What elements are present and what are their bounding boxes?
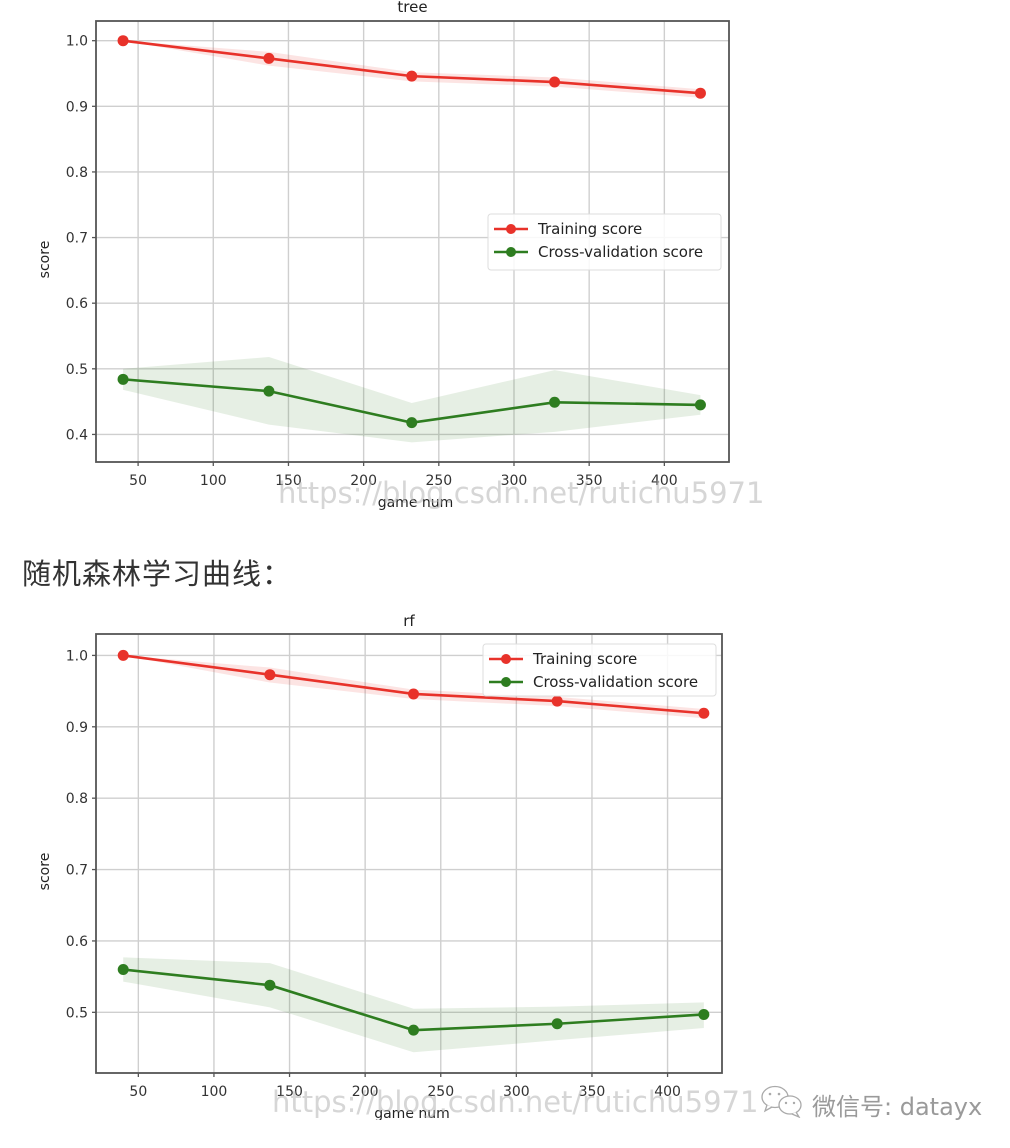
legend-label: Cross-validation score <box>533 673 698 691</box>
tick-labels: 50 100 150 200 250 300 350 400 0.4 0.5 0.6 0.7 0.8 0.… <box>66 34 678 489</box>
svg-text:0.8: 0.8 <box>66 165 88 181</box>
csdn-watermark: https://blog.csdn.net/rutichu5971 <box>272 1085 758 1119</box>
data-point <box>694 399 706 411</box>
data-point <box>698 1008 710 1020</box>
legend: Training score Cross-validation score <box>487 213 722 271</box>
data-point <box>551 1018 563 1030</box>
cv-score-series <box>117 357 706 443</box>
wechat-watermark: 微信号: datayx <box>760 1084 982 1124</box>
legend-label: Cross-validation score <box>538 243 703 261</box>
svg-text:0.7: 0.7 <box>66 863 88 879</box>
data-point <box>408 1024 420 1036</box>
svg-text:0.5: 0.5 <box>66 1005 88 1021</box>
svg-text:200: 200 <box>350 473 377 489</box>
svg-text:300: 300 <box>501 473 528 489</box>
data-point <box>698 707 710 719</box>
data-point <box>117 963 129 975</box>
svg-text:0.6: 0.6 <box>66 296 88 312</box>
x-axis-label: game num <box>374 1106 450 1120</box>
svg-text:200: 200 <box>352 1084 379 1100</box>
data-point <box>408 688 420 700</box>
data-point <box>694 87 706 99</box>
chart-svg: 50 100 150 200 250 300 350 400 0.4 0.5 0.6 0.7 0.8 0.… <box>37 0 764 511</box>
data-point <box>549 76 561 88</box>
y-axis-label: score <box>37 241 53 279</box>
svg-text:300: 300 <box>503 1084 530 1100</box>
data-point <box>264 979 276 991</box>
chart-svg: 50 100 150 200 250 300 350 400 0.5 0.6 0.7 0.8 0.9 1.… <box>37 612 758 1120</box>
svg-text:0.6: 0.6 <box>66 934 88 950</box>
svg-text:50: 50 <box>129 473 147 489</box>
data-point <box>406 70 418 82</box>
svg-text:400: 400 <box>651 473 678 489</box>
svg-text:150: 150 <box>275 473 302 489</box>
legend: Training score Cross-validation score <box>482 643 717 697</box>
svg-text:1.0: 1.0 <box>66 34 88 50</box>
svg-text:0.7: 0.7 <box>66 231 88 247</box>
chart-title: tree <box>397 0 427 16</box>
svg-text:400: 400 <box>654 1084 681 1100</box>
rf-learning-curve-chart: 50 100 150 200 250 300 350 400 0.5 0.6 0.7 0.8 0.9 1.… <box>0 600 1010 1120</box>
cv-score-series <box>117 957 710 1053</box>
svg-text:350: 350 <box>579 1084 606 1100</box>
data-point <box>406 417 418 429</box>
tick-labels: 50 100 150 200 250 300 350 400 0.5 0.6 0.7 0.8 0.9 1.… <box>66 648 681 1100</box>
svg-text:250: 250 <box>427 1084 454 1100</box>
data-point <box>263 385 275 397</box>
legend-label: Training score <box>537 220 642 238</box>
plot-frame <box>95 20 730 463</box>
data-point <box>264 669 276 681</box>
data-point <box>263 52 275 64</box>
data-point <box>117 373 129 385</box>
svg-text:0.9: 0.9 <box>66 99 88 115</box>
svg-text:0.9: 0.9 <box>66 720 88 736</box>
data-point <box>117 35 129 47</box>
y-axis-label: score <box>37 853 53 891</box>
svg-text:1.0: 1.0 <box>66 648 88 664</box>
plot-frame <box>95 633 723 1074</box>
chart-title: rf <box>403 612 415 630</box>
training-score-series <box>117 649 710 719</box>
x-axis-label: game num <box>378 495 454 511</box>
svg-text:0.5: 0.5 <box>66 362 88 378</box>
csdn-watermark: https://blog.csdn.net/rutichu5971 <box>278 476 764 510</box>
svg-text:50: 50 <box>129 1084 147 1100</box>
rf-caption: 随机森林学习曲线： <box>22 557 293 591</box>
wechat-id-label: 微信号: datayx <box>812 1092 983 1121</box>
tree-learning-curve-chart: 50 100 150 200 250 300 350 400 0.4 0.5 0.6 0.7 0.8 0.… <box>0 0 1010 520</box>
data-point <box>117 649 129 661</box>
legend-label: Training score <box>532 650 637 668</box>
training-score-series <box>117 35 706 99</box>
svg-text:350: 350 <box>576 473 603 489</box>
wechat-icon <box>760 1084 804 1124</box>
svg-text:0.8: 0.8 <box>66 791 88 807</box>
svg-text:0.4: 0.4 <box>66 427 88 443</box>
data-point <box>551 695 563 707</box>
svg-text:100: 100 <box>200 473 227 489</box>
data-point <box>549 396 561 408</box>
svg-text:150: 150 <box>276 1084 303 1100</box>
svg-text:250: 250 <box>425 473 452 489</box>
svg-text:100: 100 <box>201 1084 228 1100</box>
